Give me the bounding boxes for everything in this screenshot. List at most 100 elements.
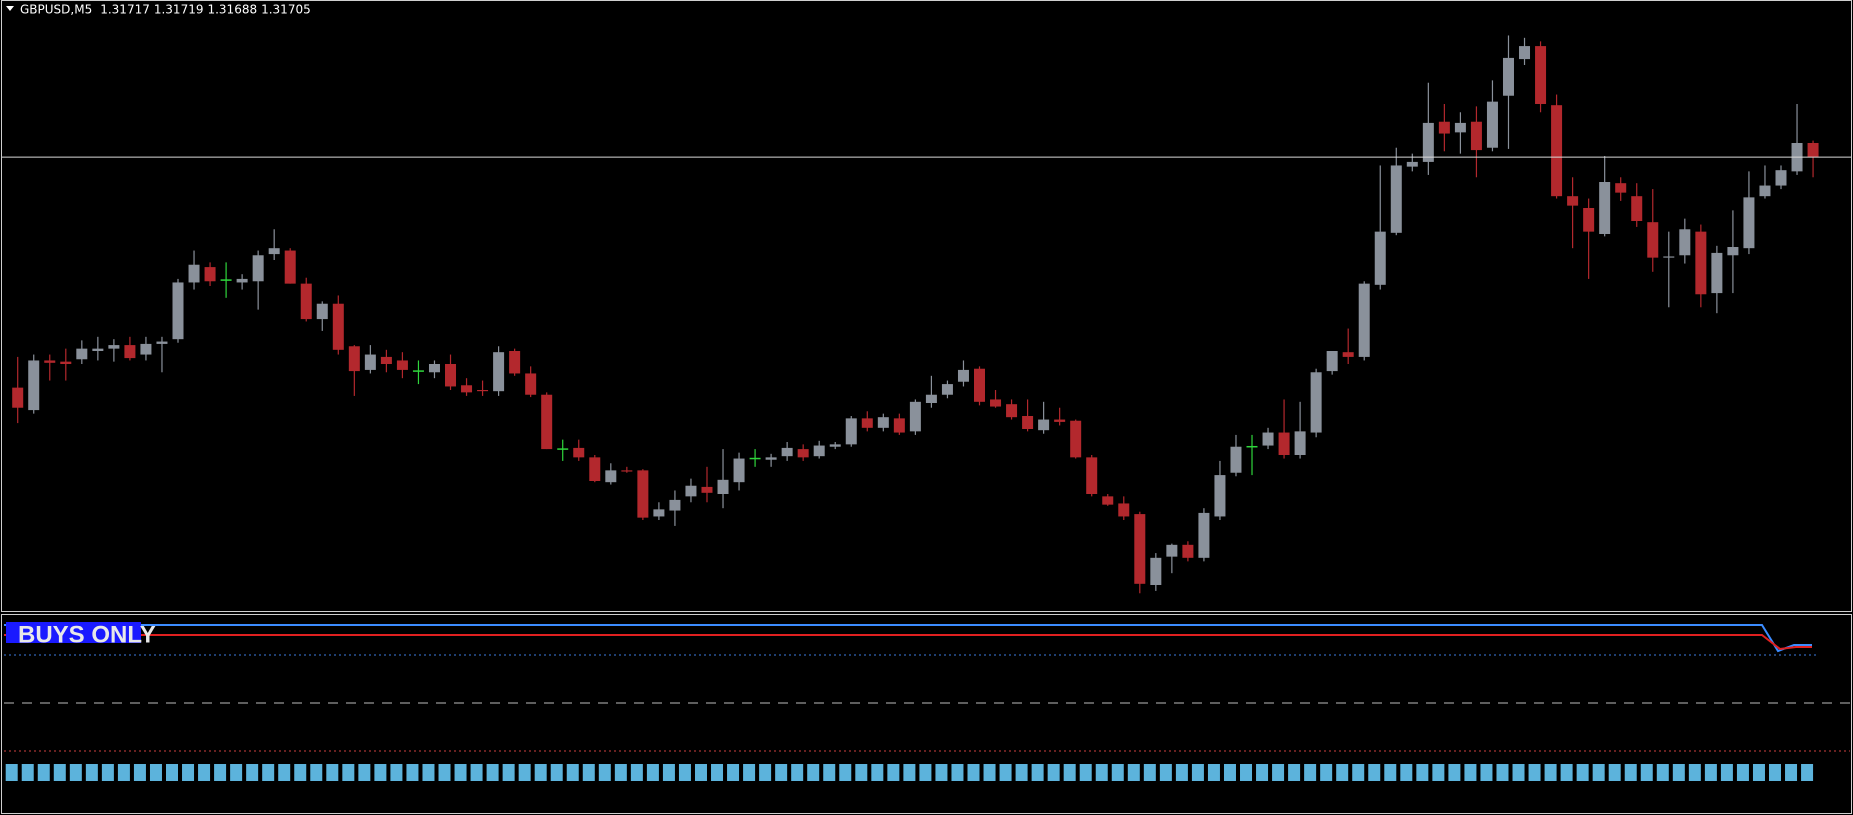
histogram-block	[149, 764, 162, 781]
histogram-block	[1015, 764, 1028, 781]
histogram-block	[1480, 764, 1493, 781]
histogram-block	[1592, 764, 1605, 781]
histogram-block	[278, 764, 291, 781]
candle-body	[1807, 143, 1819, 158]
histogram-block	[855, 764, 868, 781]
histogram-block	[727, 764, 740, 781]
candle-body	[1535, 46, 1547, 104]
histogram-block	[839, 764, 852, 781]
candle-body	[669, 499, 681, 511]
candle-body	[252, 255, 264, 282]
signal-label-box	[6, 622, 141, 643]
histogram-block	[1656, 764, 1669, 781]
candle-body	[974, 368, 985, 402]
histogram-block	[326, 764, 339, 781]
candle-body	[1615, 183, 1627, 193]
candle-body	[990, 399, 1002, 407]
candle-body	[60, 361, 72, 364]
histogram-block	[1127, 764, 1140, 781]
candle-body	[1198, 512, 1210, 558]
candle-body	[1567, 196, 1579, 206]
histogram-block	[1608, 764, 1621, 781]
candle-body	[1310, 372, 1322, 433]
candle-body	[845, 418, 857, 445]
candle-body	[300, 283, 312, 320]
histogram-block	[358, 764, 371, 781]
histogram-block	[791, 764, 804, 781]
histogram-block	[1304, 764, 1317, 781]
histogram-block	[502, 764, 515, 781]
histogram-block	[1320, 764, 1333, 781]
histogram-block	[438, 764, 451, 781]
candle-body	[1470, 121, 1482, 151]
histogram-block	[1720, 764, 1733, 781]
candle-body	[92, 348, 104, 351]
candle-body	[380, 356, 392, 364]
candle-body	[653, 509, 665, 517]
histogram-block	[951, 764, 964, 781]
candle-body	[1358, 283, 1370, 357]
histogram-block	[1223, 764, 1236, 781]
candle-body	[1647, 222, 1659, 258]
histogram-block	[1207, 764, 1220, 781]
candle-body	[765, 457, 777, 460]
candle-body	[1438, 121, 1450, 134]
candle-body	[541, 394, 553, 450]
histogram-block	[999, 764, 1012, 781]
histogram-block	[1336, 764, 1349, 781]
histogram-block	[230, 764, 243, 781]
candle-body	[1054, 419, 1066, 422]
histogram-block	[1352, 764, 1365, 781]
histogram-block	[1544, 764, 1557, 781]
candle-body	[1038, 419, 1050, 431]
candle-body	[1759, 185, 1771, 197]
candle-body	[108, 345, 120, 349]
histogram-block	[1496, 764, 1509, 781]
candle-body	[893, 418, 905, 433]
candle-body	[1519, 46, 1531, 60]
indicator-panel-frame	[1, 614, 1852, 814]
histogram-block	[310, 764, 323, 781]
candle-body	[1102, 496, 1114, 505]
histogram-block	[1736, 764, 1749, 781]
histogram-block	[133, 764, 146, 781]
histogram-block	[743, 764, 756, 781]
histogram-block	[5, 764, 18, 781]
histogram-block	[1288, 764, 1301, 781]
histogram-block	[1272, 764, 1285, 781]
histogram-block	[566, 764, 579, 781]
histogram-block	[1576, 764, 1589, 781]
histogram-block	[53, 764, 66, 781]
histogram-block	[775, 764, 788, 781]
candle-body	[316, 303, 328, 320]
histogram-block	[1079, 764, 1092, 781]
candle-body	[493, 352, 505, 392]
histogram-block	[1785, 764, 1798, 781]
histogram-block	[807, 764, 820, 781]
candle-body	[941, 384, 953, 395]
histogram-block	[342, 764, 355, 781]
histogram-block	[198, 764, 211, 781]
main-panel-frame	[1, 0, 1852, 612]
header-price: 1.31719	[154, 3, 204, 17]
candle-body	[909, 401, 921, 432]
candle-body	[1262, 432, 1274, 446]
candle-body	[829, 444, 841, 447]
candle-body	[332, 303, 344, 350]
candle-body	[461, 385, 473, 393]
histogram-block	[1512, 764, 1525, 781]
candle-body	[701, 486, 713, 493]
histogram-block	[406, 764, 419, 781]
candle-body	[1230, 446, 1242, 473]
candle-body	[1374, 231, 1386, 285]
histogram-block	[1752, 764, 1765, 781]
candle-body	[1583, 208, 1595, 232]
dropdown-arrow[interactable]	[6, 6, 14, 11]
histogram-block	[454, 764, 467, 781]
histogram-block	[1047, 764, 1060, 781]
candle-body	[1006, 404, 1018, 418]
candle-body	[284, 250, 296, 284]
candle-body	[1406, 161, 1418, 167]
